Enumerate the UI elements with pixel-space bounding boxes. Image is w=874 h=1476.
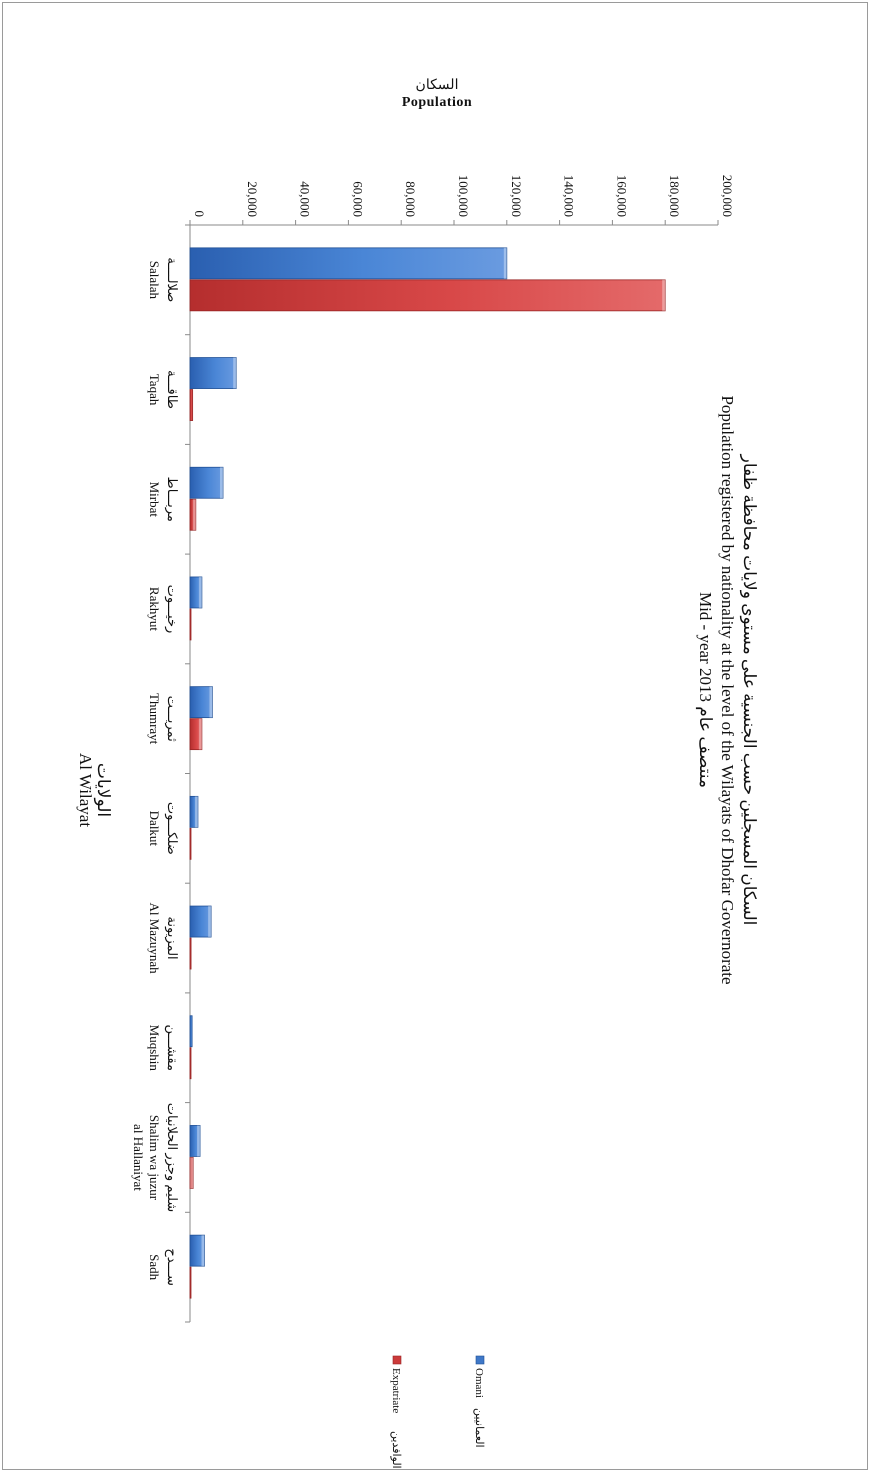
y-tick-label: 100,000 <box>456 175 471 217</box>
legend-label-ar-expatriate: الوافدين <box>390 1431 402 1469</box>
category-label-en: Mirbat <box>147 482 162 518</box>
category-label-ar: ضلكـــوت <box>164 802 180 855</box>
y-tick-label: 200,000 <box>720 175 735 217</box>
bar-expatriate-al-mazuynah <box>189 937 192 970</box>
bar-highlight <box>503 247 507 279</box>
legend-swatch-expatriate <box>392 1355 402 1365</box>
axes: 0 20,000 40,000 60,000 80,000 100,000 120,000 1… <box>185 175 735 1323</box>
category-label-ar: صلالــــة <box>165 257 180 302</box>
category-label-en: Thumrayt <box>147 693 162 745</box>
bar-expatriate-taqah <box>189 389 194 421</box>
category-label-ar: طاقـــة <box>165 370 180 409</box>
bar-highlight <box>201 1235 205 1267</box>
bar-highlight <box>197 1125 201 1157</box>
bar-highlight <box>220 467 223 499</box>
bar-omani-rakhyut <box>189 576 203 609</box>
bar-highlight <box>233 357 237 389</box>
bar-highlight <box>209 686 213 718</box>
bar-highlight <box>192 499 196 531</box>
x-axis-label-en: Al Wilayat <box>76 753 95 827</box>
category-label-ar: ثمريـــت <box>164 696 180 742</box>
y-tick-label: 80,000 <box>403 181 418 217</box>
category-label-en: Shalim wa juzur <box>147 1115 162 1201</box>
y-tick-label: 0 <box>192 211 207 218</box>
category-label-en: Rakhyut <box>147 587 162 631</box>
y-tick-label: 160,000 <box>614 175 629 217</box>
chart-title-en: Population registered by nationality at … <box>718 395 737 984</box>
bar-omani-thumrayt <box>189 686 213 719</box>
bar-omani-muqshin <box>189 1015 193 1048</box>
bar-highlight <box>662 279 666 311</box>
chart-subtitle: Mid - year 2013 منتصف عام <box>695 592 715 788</box>
y-tick-label: 140,000 <box>562 175 577 217</box>
bar-highlight <box>208 906 212 938</box>
bar-expatriate-shalim-wa-juzur <box>189 1157 194 1189</box>
category-label-en: Dalkut <box>147 811 162 847</box>
bar-highlight <box>190 1157 194 1189</box>
bar-omani-mirbat <box>189 466 224 499</box>
legend-label-expatriate: Expatriate <box>390 1368 402 1413</box>
category-label-en: Salalah <box>147 261 162 300</box>
chart-title-ar: السكان المسجلين حسب الجنسية على مستوى ول… <box>739 454 759 926</box>
y-tick-label: 120,000 <box>509 175 524 217</box>
bar-expatriate-mirbat <box>189 498 197 531</box>
category-label-en: Sadh <box>147 1254 162 1281</box>
category-label-ar: رخيـــوت <box>164 585 180 634</box>
bar-highlight <box>198 718 202 750</box>
y-tick-label: 60,000 <box>350 181 365 217</box>
category-label-en: Muqshin <box>147 1025 162 1072</box>
legend: Omani العمانيين Expatriate الوافدين <box>390 1355 485 1469</box>
x-axis-label-ar: الولايات <box>93 763 113 817</box>
category-label-ar: ســـدح <box>164 1248 180 1286</box>
bar-expatriate-thumrayt <box>189 718 203 751</box>
category-label-ar: المزيونة <box>164 916 180 959</box>
category-label-ar: شليم وجزر الحلانيات <box>164 1103 180 1213</box>
bar-omani-taqah <box>189 357 237 389</box>
category-label-en-line2: al Hallaniyat <box>131 1124 146 1191</box>
bar-expatriate-muqshin <box>189 1047 192 1080</box>
legend-label-omani: Omani <box>473 1368 485 1398</box>
category-label-en: Al Mazuynah <box>147 902 162 974</box>
bar-expatriate-dalkut <box>189 827 192 860</box>
y-tick-label: 20,000 <box>245 181 260 217</box>
legend-swatch-omani <box>475 1355 485 1365</box>
y-axis-label-en: Population <box>402 95 472 110</box>
bar-omani-shalim-wa-juzur <box>189 1125 201 1157</box>
bar-expatriate-salalah <box>189 279 666 312</box>
y-tick-label: 40,000 <box>298 181 313 217</box>
bars <box>189 247 666 1299</box>
bar-omani-al-mazuynah <box>189 905 212 938</box>
legend-label-ar-omani: العمانيين <box>473 1408 485 1448</box>
bar-expatriate-sadh <box>189 1266 192 1299</box>
bar-omani-sadh <box>189 1234 205 1267</box>
bar-highlight <box>194 796 198 828</box>
category-label-en: Taqah <box>147 374 162 406</box>
bar-omani-dalkut <box>189 795 199 828</box>
category-label-ar: مربـــاط <box>164 477 180 522</box>
bar-expatriate-rakhyut <box>189 608 192 641</box>
y-axis-label-ar: السكان <box>416 78 459 93</box>
bar-omani-salalah <box>189 247 508 280</box>
bar-highlight <box>198 576 202 608</box>
y-tick-label: 180,000 <box>667 175 682 217</box>
category-label-ar: مقشـــن <box>164 1025 180 1071</box>
